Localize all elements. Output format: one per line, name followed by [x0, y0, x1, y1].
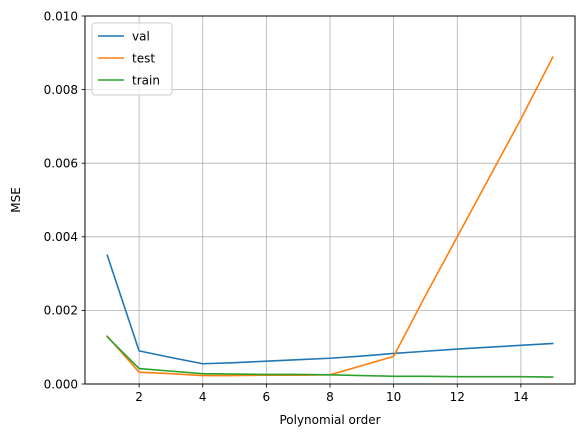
y-axis-ticks: 0.000 0.002 0.004 0.006 0.008 0.010: [44, 9, 85, 391]
x-tick-label: 14: [513, 390, 528, 404]
y-axis-label: MSE: [9, 187, 23, 213]
series-line-train: [106, 335, 554, 378]
legend-label-train: train: [132, 74, 160, 88]
y-tick-label: 0.002: [44, 304, 78, 318]
x-tick-label: 12: [450, 390, 465, 404]
y-tick-label: 0.010: [44, 9, 78, 23]
legend: val test train: [91, 22, 173, 96]
legend-box: [91, 22, 173, 96]
y-tick-label: 0.008: [44, 83, 78, 97]
x-tick-label: 2: [135, 390, 143, 404]
y-tick-label: 0.000: [44, 377, 78, 391]
x-axis-label: Polynomial order: [279, 413, 380, 427]
x-tick-label: 8: [326, 390, 334, 404]
x-axis-ticks: 2 4 6 8 10 12 14: [135, 384, 529, 404]
y-tick-label: 0.004: [44, 230, 78, 244]
x-tick-label: 6: [263, 390, 271, 404]
y-tick-label: 0.006: [44, 157, 78, 171]
series-line-val: [106, 254, 554, 365]
x-tick-label: 4: [199, 390, 207, 404]
legend-label-test: test: [132, 52, 155, 66]
legend-label-val: val: [132, 30, 150, 44]
x-tick-label: 10: [386, 390, 401, 404]
series-lines: [106, 56, 554, 378]
